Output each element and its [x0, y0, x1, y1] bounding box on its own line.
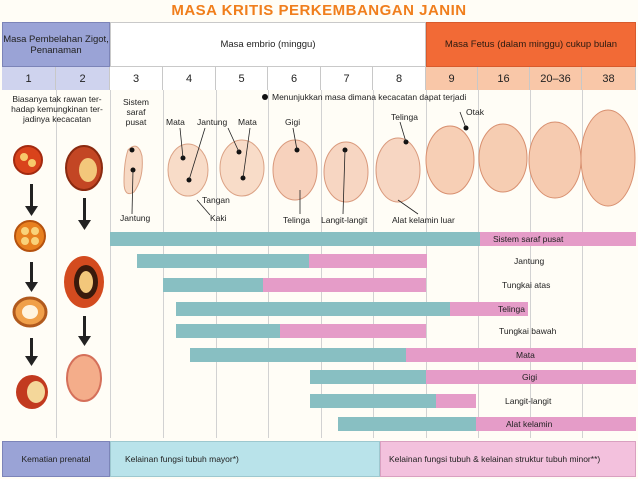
page-title: MASA KRITIS PERKEMBANGAN JANIN [171, 2, 467, 19]
label-kaki: Kaki [210, 213, 227, 223]
bar-track [176, 324, 426, 338]
footer-major-defects: Kelainan fungsi tubuh mayor*) [110, 441, 380, 477]
label-jantung-week4: Jantung [197, 117, 228, 127]
bar-minor-segment [263, 278, 426, 292]
bar-major-segment [338, 417, 476, 431]
bar-major-segment [176, 324, 280, 338]
arrow-icon [25, 184, 91, 366]
bar-major-segment [310, 370, 426, 384]
bar-minor-segment [450, 302, 528, 316]
bar-minor-segment [280, 324, 426, 338]
bar-minor-segment [476, 417, 636, 431]
legend-dot-icon [262, 94, 268, 100]
bar-minor-segment [436, 394, 476, 408]
bar-major-segment [137, 254, 309, 268]
week-cell: 6 [268, 67, 321, 90]
bar-major-segment [163, 278, 263, 292]
legend-text: Menunjukkan masa dimana kecacatan dapat … [272, 92, 467, 102]
bar-minor-segment [480, 232, 636, 246]
label-alat-kelamin-luar: Alat kelamin luar [392, 215, 455, 225]
label-sistem-saraf-pusat: Sistem saraf pusat [123, 97, 149, 127]
label-telinga-week8: Telinga [391, 112, 418, 122]
label-mata-week5: Mata [238, 117, 257, 127]
bar-major-segment [176, 302, 450, 316]
week-cell: 5 [216, 67, 268, 90]
bar-major-segment [110, 232, 480, 246]
grid-line [56, 90, 57, 438]
week-cell: 16 [478, 67, 530, 90]
bar-label: Telinga [498, 304, 525, 314]
footer-prenatal-death: Kematian prenatal [2, 441, 110, 477]
bar-track [163, 278, 426, 292]
label-gigi: Gigi [285, 117, 301, 127]
grid-line [530, 90, 531, 438]
bar-label: Tungkai bawah [499, 326, 557, 336]
grid-line [582, 90, 583, 438]
bar-track: Mata [190, 348, 636, 362]
bar-major-segment [190, 348, 406, 362]
bar-label: Alat kelamin [506, 419, 553, 429]
bar-label: Langit-langit [505, 396, 552, 406]
legend: Menunjukkan masa dimana kecacatan dapat … [262, 92, 466, 102]
bar-minor-segment [406, 348, 636, 362]
label-jantung-week3: Jantung [120, 213, 151, 223]
fetus-period-header: Masa Fetus (dalam minggu) cukup bulan [426, 22, 636, 67]
bar-major-segment [310, 394, 436, 408]
bar-track: Gigi [310, 370, 636, 384]
footer-minor-defects: Kelainan fungsi tubuh & kelainan struktu… [380, 441, 636, 477]
bar-label: Gigi [522, 372, 538, 382]
label-otak: Otak [466, 107, 484, 117]
zygote-period-header: Masa Pembelahan Zigot, Penanaman [2, 22, 110, 67]
early-weeks-note: Biasanya tak rawan ter-hadap kemungkinan… [11, 94, 103, 124]
embryo-period-header: Masa embrio (minggu) [110, 22, 426, 67]
bar-label: Mata [516, 350, 535, 360]
week-cell: 1 [2, 67, 56, 90]
bar-label: Jantung [514, 256, 545, 266]
label-langit-langit: Langit-langit [321, 215, 368, 225]
zygote-illustration [12, 145, 48, 409]
week-cell: 8 [373, 67, 426, 90]
week-row: 1 2 3 4 5 6 7 8 9 16 20–36 38 [2, 67, 636, 90]
week-cell: 7 [321, 67, 373, 90]
grid-line [478, 90, 479, 438]
bar-track [137, 254, 427, 268]
bar-track: Alat kelamin [338, 417, 636, 431]
bar-label: Sistem saraf pusat [493, 234, 564, 244]
label-telinga-week6: Telinga [283, 215, 310, 225]
week-cell: 3 [110, 67, 163, 90]
embryo-illustration [123, 109, 636, 207]
label-tangan: Tangan [202, 195, 230, 205]
week-cell: 9 [426, 67, 478, 90]
bar-minor-segment [426, 370, 636, 384]
label-mata-week4: Mata [166, 117, 185, 127]
bar-label: Tungkai atas [502, 280, 551, 290]
week-cell: 20–36 [530, 67, 582, 90]
week-cell: 38 [582, 67, 636, 90]
week-cell: 4 [163, 67, 216, 90]
bar-track: Telinga [176, 302, 528, 316]
leader-lines [131, 111, 467, 216]
bar-track [310, 394, 476, 408]
grid-line [110, 90, 111, 438]
implantation-illustration [64, 145, 104, 402]
week-cell: 2 [56, 67, 110, 90]
bar-minor-segment [309, 254, 427, 268]
bar-track: Sistem saraf pusat [110, 232, 636, 246]
